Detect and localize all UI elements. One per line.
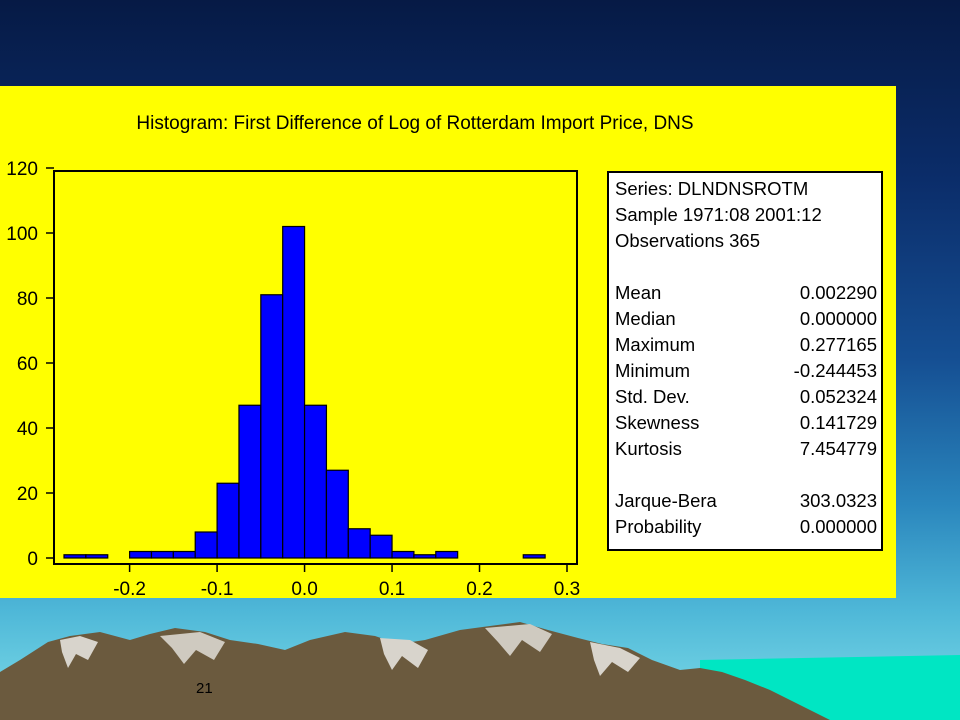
stat-row-probability: Probability 0.000000 bbox=[615, 514, 877, 540]
histogram-bar bbox=[260, 294, 284, 559]
x-axis-tick-label: 0.2 bbox=[466, 579, 492, 598]
plot-frame bbox=[53, 170, 578, 565]
y-axis-tick-label: 40 bbox=[17, 419, 38, 440]
stat-value: 7.454779 bbox=[799, 438, 877, 459]
stat-row-skewness: Skewness 0.141729 bbox=[615, 410, 877, 436]
stat-label: Skewness bbox=[615, 412, 700, 433]
stat-row-std-dev: Std. Dev. 0.052324 bbox=[615, 384, 877, 410]
histogram-bar bbox=[282, 225, 306, 559]
histogram-bar bbox=[435, 550, 459, 559]
y-axis-tick-label: 100 bbox=[6, 224, 38, 245]
stat-label: Kurtosis bbox=[615, 438, 682, 459]
stat-value: 0.000000 bbox=[799, 308, 877, 329]
histogram-bar bbox=[303, 404, 328, 559]
mountain-snow bbox=[590, 642, 640, 676]
stat-value: 0.002290 bbox=[799, 282, 877, 303]
histogram-bar bbox=[63, 554, 87, 559]
stat-value: 0.141729 bbox=[799, 412, 877, 433]
mountain-range bbox=[0, 622, 830, 720]
mountain-snow bbox=[380, 638, 428, 670]
stat-value: 0.000000 bbox=[799, 516, 877, 537]
histogram-bar bbox=[522, 554, 546, 559]
x-axis-tick-label: -0.2 bbox=[113, 579, 146, 598]
y-axis-tick-label: 60 bbox=[17, 354, 38, 375]
chart-title: Histogram: First Difference of Log of Ro… bbox=[136, 113, 694, 134]
stat-value: -0.244453 bbox=[793, 360, 877, 381]
stat-label: Std. Dev. bbox=[615, 386, 690, 407]
x-axis-tick-label: 0.0 bbox=[291, 579, 317, 598]
stat-label: Median bbox=[615, 308, 676, 329]
mountain-snow bbox=[485, 624, 552, 656]
x-axis-tick-label: -0.1 bbox=[201, 579, 234, 598]
stats-series-label: Series: DLNDNSROTM bbox=[615, 178, 809, 199]
histogram-bar bbox=[216, 482, 240, 559]
stat-row-minimum: Minimum -0.244453 bbox=[615, 358, 877, 384]
histogram-bar bbox=[391, 550, 415, 559]
y-axis-tick-label: 80 bbox=[17, 289, 38, 310]
stat-label: Maximum bbox=[615, 334, 696, 355]
histogram-bar bbox=[150, 550, 174, 559]
y-axis-tick-label: 20 bbox=[17, 484, 38, 505]
stat-row-mean: Mean 0.002290 bbox=[615, 280, 877, 306]
stats-observations-label: Observations 365 bbox=[615, 230, 761, 251]
stat-value: 0.052324 bbox=[799, 386, 877, 407]
stat-label: Mean bbox=[615, 282, 662, 303]
histogram-bar bbox=[325, 469, 349, 559]
stats-sample-label: Sample 1971:08 2001:12 bbox=[615, 204, 822, 225]
mountain-snow bbox=[60, 636, 98, 668]
stat-value: 303.0323 bbox=[799, 490, 877, 511]
stat-row-jarque-bera: Jarque-Bera 303.0323 bbox=[615, 488, 877, 514]
stat-row-maximum: Maximum 0.277165 bbox=[615, 332, 877, 358]
descriptive-statistics-box: Series: DLNDNSROTM Sample 1971:08 2001:1… bbox=[607, 171, 883, 551]
histogram-bar bbox=[238, 404, 262, 559]
histogram-bar bbox=[85, 554, 109, 559]
eviews-output-panel: Histogram: First Difference of Log of Ro… bbox=[0, 86, 896, 598]
mountain-snow bbox=[160, 632, 225, 664]
histogram-bar bbox=[129, 550, 153, 559]
histogram-bar bbox=[347, 528, 371, 559]
histogram-bar bbox=[369, 534, 393, 559]
stat-value: 0.277165 bbox=[799, 334, 877, 355]
y-axis-tick-label: 120 bbox=[6, 159, 38, 180]
stat-label: Minimum bbox=[615, 360, 691, 381]
x-axis-tick-label: 0.1 bbox=[379, 579, 405, 598]
stat-row-median: Median 0.000000 bbox=[615, 306, 877, 332]
stat-label: Probability bbox=[615, 516, 702, 537]
histogram-bar bbox=[194, 531, 218, 559]
histogram-bar bbox=[172, 550, 196, 559]
y-axis-tick-label: 0 bbox=[27, 549, 38, 570]
histogram-bar bbox=[413, 554, 437, 559]
slide-number: 21 bbox=[196, 680, 213, 697]
x-axis-tick-label: 0.3 bbox=[554, 579, 580, 598]
stat-row-kurtosis: Kurtosis 7.454779 bbox=[615, 436, 877, 462]
stat-label: Jarque-Bera bbox=[615, 490, 717, 511]
histogram-chart: 0 20 40 60 80 100 120 -0.2 -0.1 0.0 0.1 0.2 0.3 bbox=[6, 159, 580, 598]
